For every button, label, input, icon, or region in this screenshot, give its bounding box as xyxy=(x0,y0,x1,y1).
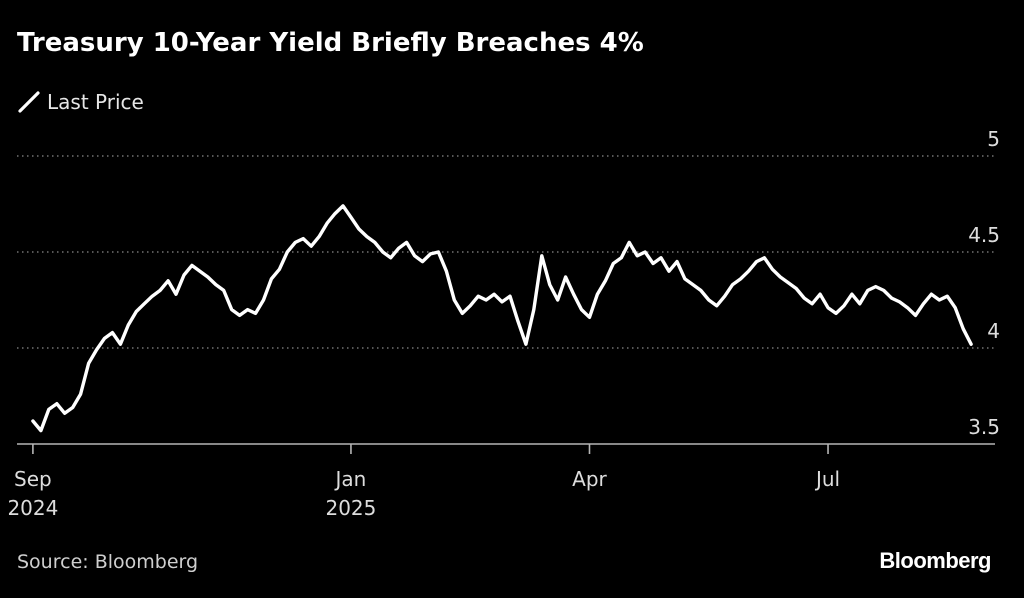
series-layer xyxy=(31,204,973,433)
chart-title: Treasury 10-Year Yield Briefly Breaches … xyxy=(17,28,644,58)
x-tick-label: Sep xyxy=(14,467,52,491)
axis-layer xyxy=(17,443,995,454)
legend: Last Price xyxy=(17,88,144,116)
diagonal-line-icon xyxy=(18,91,40,113)
x-tick-label: Jul xyxy=(814,467,840,491)
y-tick-label: 4 xyxy=(987,319,1000,343)
x-tick-sublabel: 2024 xyxy=(7,496,58,520)
x-tick-label: Apr xyxy=(572,467,607,491)
source-note: Source: Bloomberg xyxy=(17,551,199,573)
y-tick-label: 3.5 xyxy=(968,415,1000,439)
y-tick-label: 4.5 xyxy=(968,223,1000,247)
y-tick-label: 5 xyxy=(987,127,1000,151)
x-tick-label: Jan xyxy=(334,467,367,491)
bloomberg-logo: Bloomberg xyxy=(879,548,991,573)
legend-label: Last Price xyxy=(47,90,144,114)
series-line-last-price xyxy=(31,204,973,433)
label-layer: 3.5 4 4.5 5 Sep 2024 Jan 2025 Apr Jul xyxy=(7,127,1000,520)
grid-layer xyxy=(17,155,995,349)
x-tick-sublabel: 2025 xyxy=(325,496,376,520)
